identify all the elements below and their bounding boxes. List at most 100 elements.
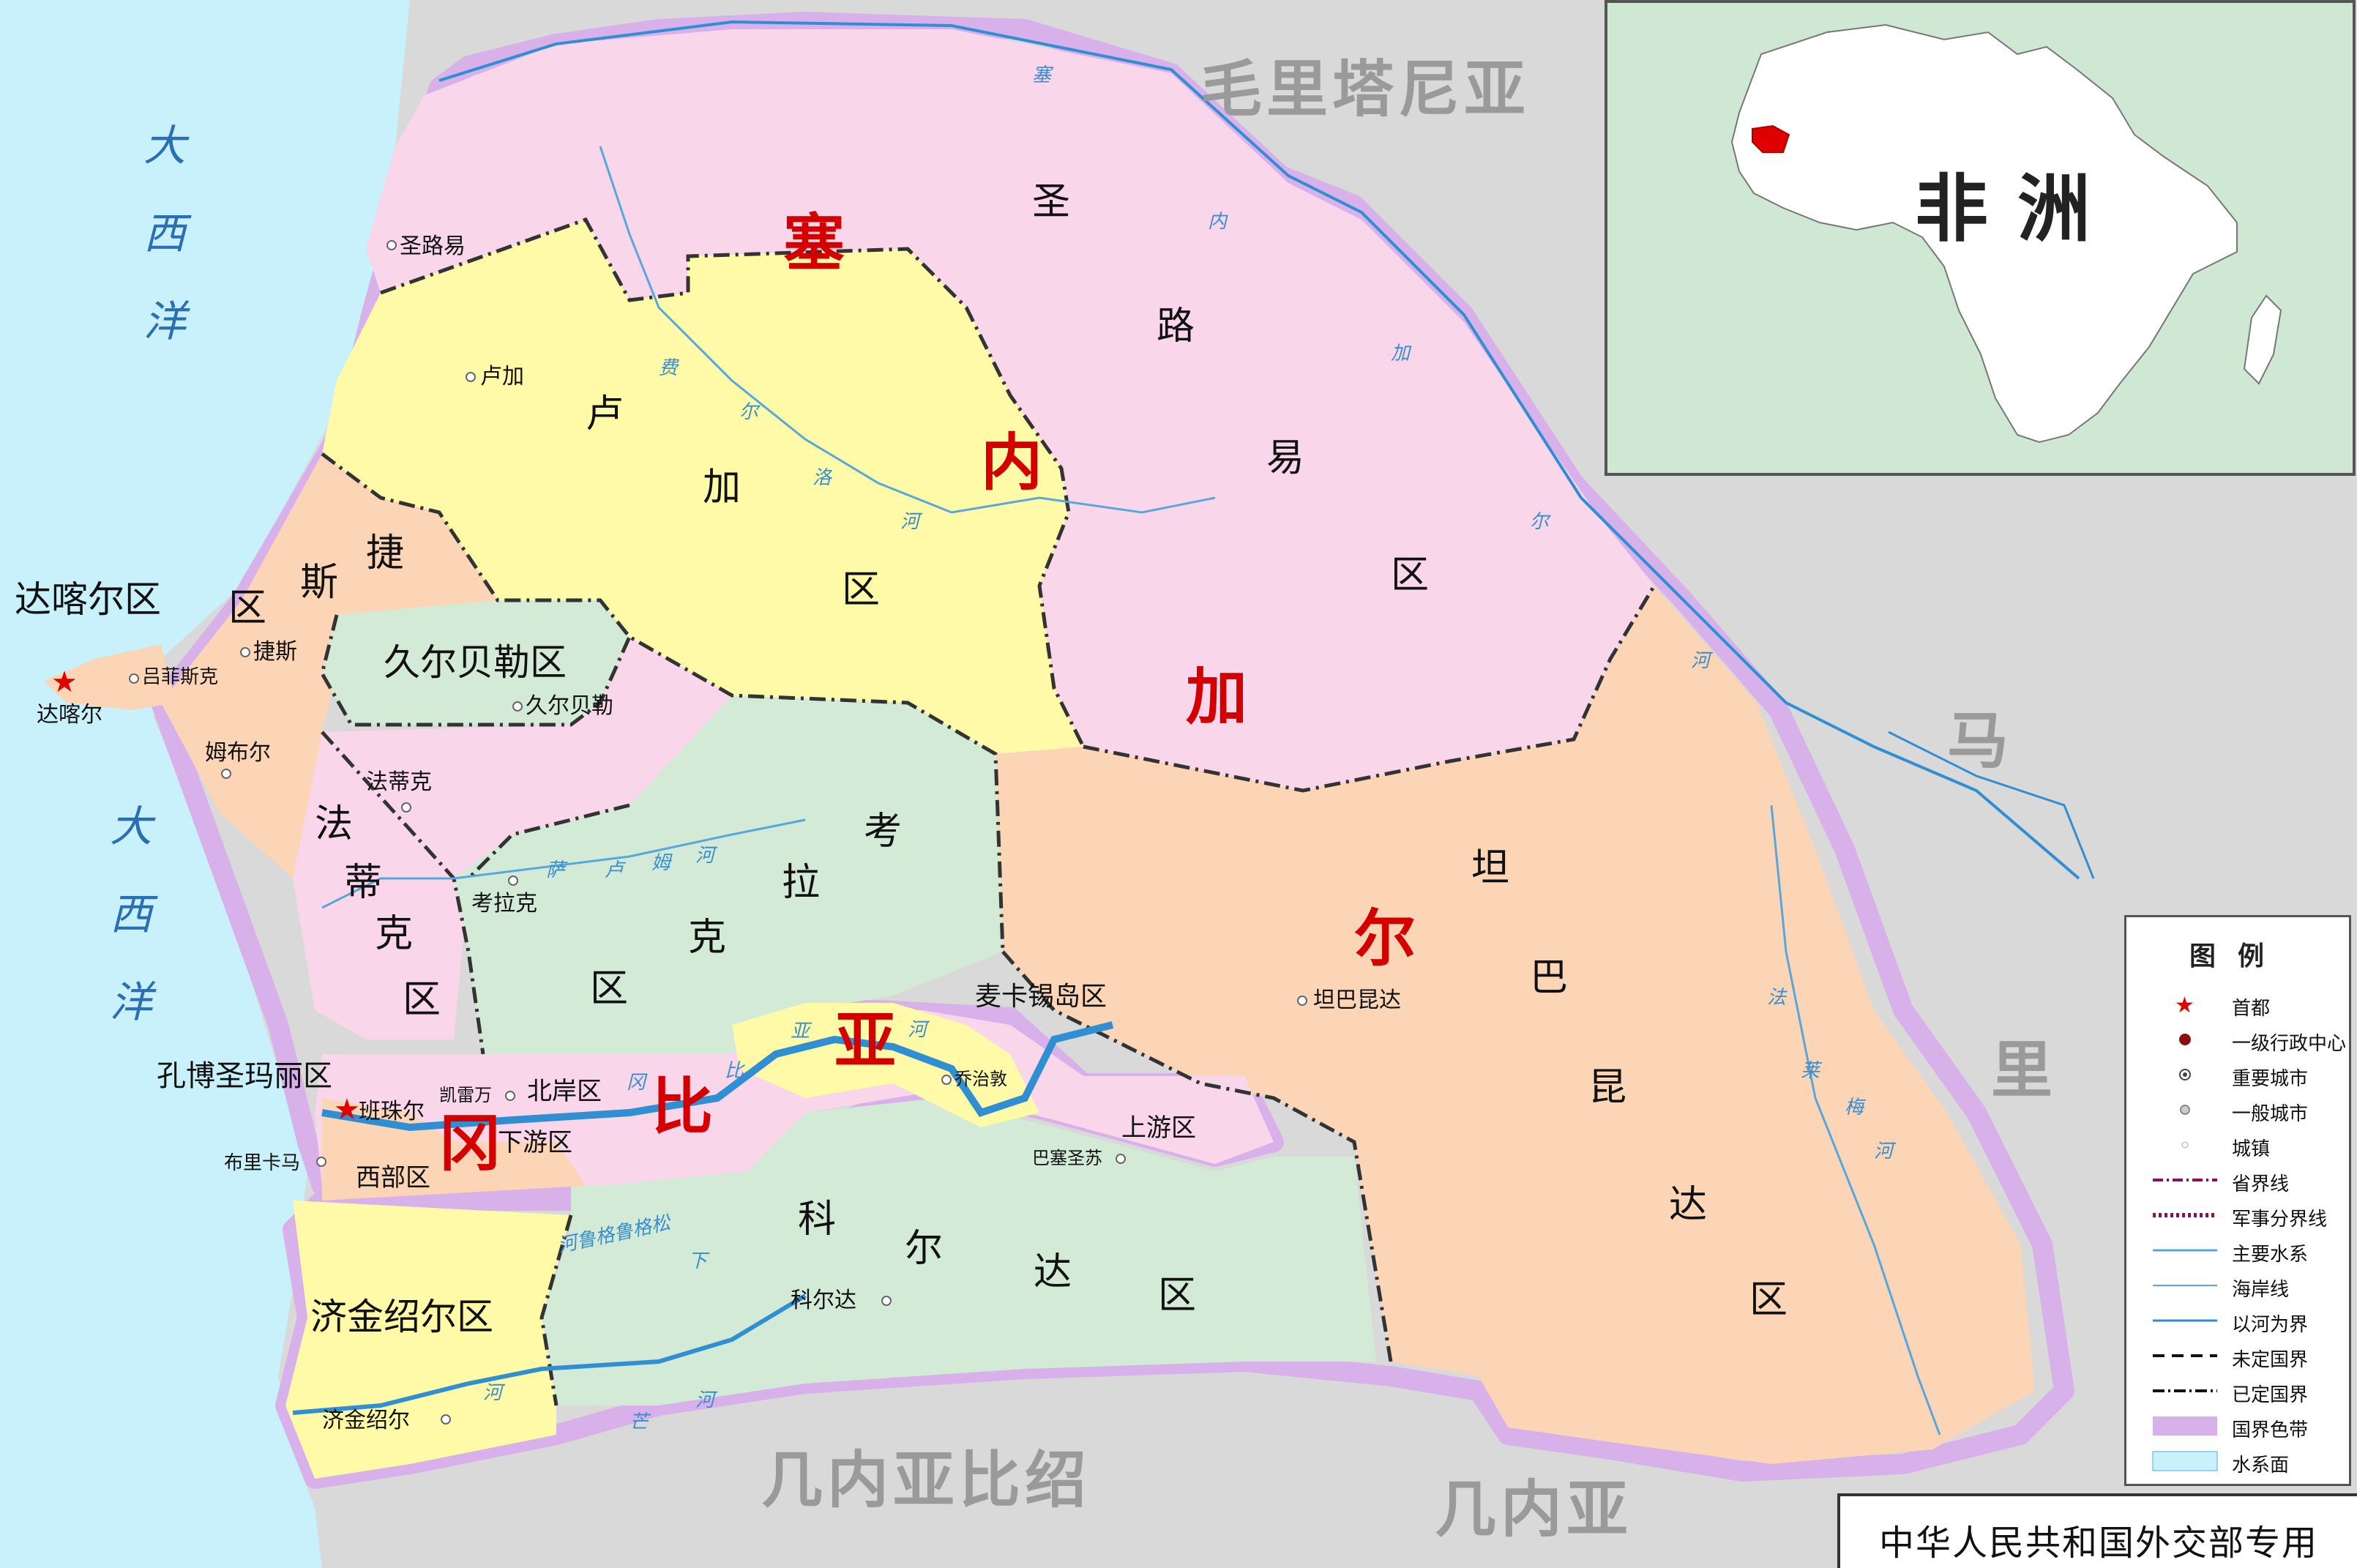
region-kaolack <box>454 695 1003 1054</box>
city-point-diourbel <box>512 701 523 712</box>
city-point-saint-louis <box>386 240 397 250</box>
legend-label: 海岸线 <box>2232 1279 2290 1301</box>
inset-africa-map: 非洲 <box>1605 0 2356 476</box>
city-point-brikama <box>316 1157 326 1167</box>
city-point-mbour <box>221 769 231 779</box>
city-georgetown: 乔治敦 <box>955 1069 1007 1089</box>
label-mali-1: 马 <box>1947 705 2014 777</box>
region-louga-label-2: 加 <box>703 466 742 509</box>
city-fatick: 法蒂克 <box>366 769 432 795</box>
city-kaolack: 考拉克 <box>471 891 537 916</box>
city-point-rufisque <box>129 673 139 684</box>
region-kolda-label-2: 尔 <box>905 1227 944 1271</box>
region-diourbel-label: 久尔贝勒区 <box>384 641 567 684</box>
province-borders <box>320 217 1656 1406</box>
river-ferlo-3: 洛 <box>813 467 832 489</box>
region-saint-louis-label-3: 易 <box>1266 436 1305 480</box>
river-casamance-4: 河 <box>695 1389 715 1411</box>
region-ziguinchor <box>285 1201 571 1479</box>
capital-star-banjul: ★ <box>334 1093 360 1127</box>
legend-row-undefined-border: 未定国界 <box>2141 1339 2346 1373</box>
region-thies-label-3: 区 <box>228 586 267 630</box>
region-kaolack-label-2: 拉 <box>782 861 821 905</box>
city-kolda: 科尔达 <box>791 1288 856 1313</box>
region-tamba-label-5: 区 <box>1749 1278 1788 1322</box>
town-icon <box>2181 1141 2189 1149</box>
legend-row-military-line: 军事分界线 <box>2141 1198 2346 1232</box>
river-faleme-3: 梅 <box>1845 1097 1864 1119</box>
legend-label: 未定国界 <box>2232 1349 2309 1371</box>
legend-title: 图例 <box>2189 941 2286 971</box>
region-tamba-label-2: 巴 <box>1530 956 1569 1000</box>
city-thies: 捷斯 <box>253 639 297 665</box>
legend-label: 国界色带 <box>2232 1419 2309 1441</box>
admin-center-icon <box>2179 1034 2191 1045</box>
legend-label: 一级行政中心 <box>2232 1033 2347 1055</box>
legend-row-defined-border: 已定国界 <box>2141 1374 2346 1408</box>
region-lower-river-label: 下游区 <box>498 1128 572 1157</box>
city-point-thies <box>240 647 250 657</box>
city-point-basse <box>1116 1154 1126 1164</box>
legend-label: 主要水系 <box>2232 1244 2309 1266</box>
defined-border-icon <box>2153 1389 2217 1392</box>
legend-row-main-water: 主要水系 <box>2141 1233 2346 1267</box>
region-saint-louis-label-1: 圣 <box>1032 180 1071 224</box>
river-senegal-5: 河 <box>1691 650 1711 672</box>
region-louga-label-1: 卢 <box>586 392 624 436</box>
legend-box: 图例 ★ 首都 一级行政中心 重要城市 一般城市 城镇 省界线 军事分界线 主要… <box>2124 915 2351 1486</box>
legend-row-capital: ★ 首都 <box>2141 988 2346 1021</box>
region-kolda-label-3: 达 <box>1034 1250 1072 1294</box>
river-saloum-3: 姆 <box>651 852 671 874</box>
label-mali-2: 里 <box>1991 1034 2058 1106</box>
inset-title: 非洲 <box>1915 166 2120 252</box>
city-saint-louis: 圣路易 <box>400 234 466 259</box>
river-saloum-2: 卢 <box>605 859 624 881</box>
africa-shape <box>1730 23 2282 444</box>
legend-label: 以河为界 <box>2232 1314 2309 1336</box>
city-mbour: 姆布尔 <box>205 740 271 766</box>
city-point-louga <box>466 372 476 382</box>
label-guinea-bissau: 几内亚比绍 <box>761 1444 1091 1516</box>
river-senegal-3: 加 <box>1391 343 1411 365</box>
legend-row-city: 一般城市 <box>2141 1093 2346 1127</box>
region-maccarthy-label: 麦卡锡岛区 <box>975 982 1107 1012</box>
river-gambia-2: 比 <box>725 1060 744 1082</box>
country-gambia-3: 亚 <box>834 1005 897 1077</box>
region-tamba-label-1: 坦 <box>1471 846 1510 890</box>
river-casamance-2: 下 <box>688 1250 708 1272</box>
region-tamba-label-4: 达 <box>1669 1183 1708 1227</box>
country-senegal-4: 尔 <box>1354 903 1416 974</box>
region-louga <box>322 220 1083 754</box>
city-point-fatick <box>401 802 411 813</box>
city-basse: 巴塞圣苏 <box>1032 1148 1102 1168</box>
province-border-icon <box>2153 1179 2217 1181</box>
city-ziguinchor: 济金绍尔 <box>322 1408 410 1433</box>
region-saint-louis <box>366 29 1654 791</box>
river-faleme-4: 河 <box>1874 1140 1894 1162</box>
region-saint-louis-label-2: 路 <box>1157 305 1195 348</box>
river-saloum-4: 河 <box>695 845 715 867</box>
river-casamance-1: 河 <box>483 1382 503 1404</box>
region-upper-river-label: 上游区 <box>1121 1113 1196 1143</box>
region-tambacounda <box>996 586 2035 1464</box>
region-kolda-label-4: 区 <box>1158 1274 1197 1318</box>
mali-river <box>1888 731 2095 879</box>
region-thies-label-1: 捷 <box>366 531 405 575</box>
capital-star-icon: ★ <box>2175 993 2194 1017</box>
river-border-icon <box>2153 1319 2217 1322</box>
region-fatick-label-3: 克 <box>375 912 414 956</box>
region-diourbel <box>322 600 630 725</box>
legend-label: 城镇 <box>2232 1138 2271 1160</box>
region-kombo-label: 孔博圣玛丽区 <box>157 1059 332 1093</box>
city-point-kolda <box>881 1296 892 1306</box>
region-fatick-label-2: 蒂 <box>344 861 383 905</box>
capital-star-dakar: ★ <box>51 665 78 699</box>
river-gambia-4: 河 <box>908 1019 927 1041</box>
river-senegal-4: 尔 <box>1530 511 1550 533</box>
region-saint-louis-label-4: 区 <box>1391 553 1430 597</box>
legend-label: 水系面 <box>2232 1455 2290 1476</box>
region-fatick-label-4: 区 <box>403 978 441 1022</box>
footer-text: 中华人民共和国外交部专用 <box>1878 1523 2318 1564</box>
region-kaolack-label-1: 考 <box>864 810 903 854</box>
city-louga: 卢加 <box>480 364 524 389</box>
